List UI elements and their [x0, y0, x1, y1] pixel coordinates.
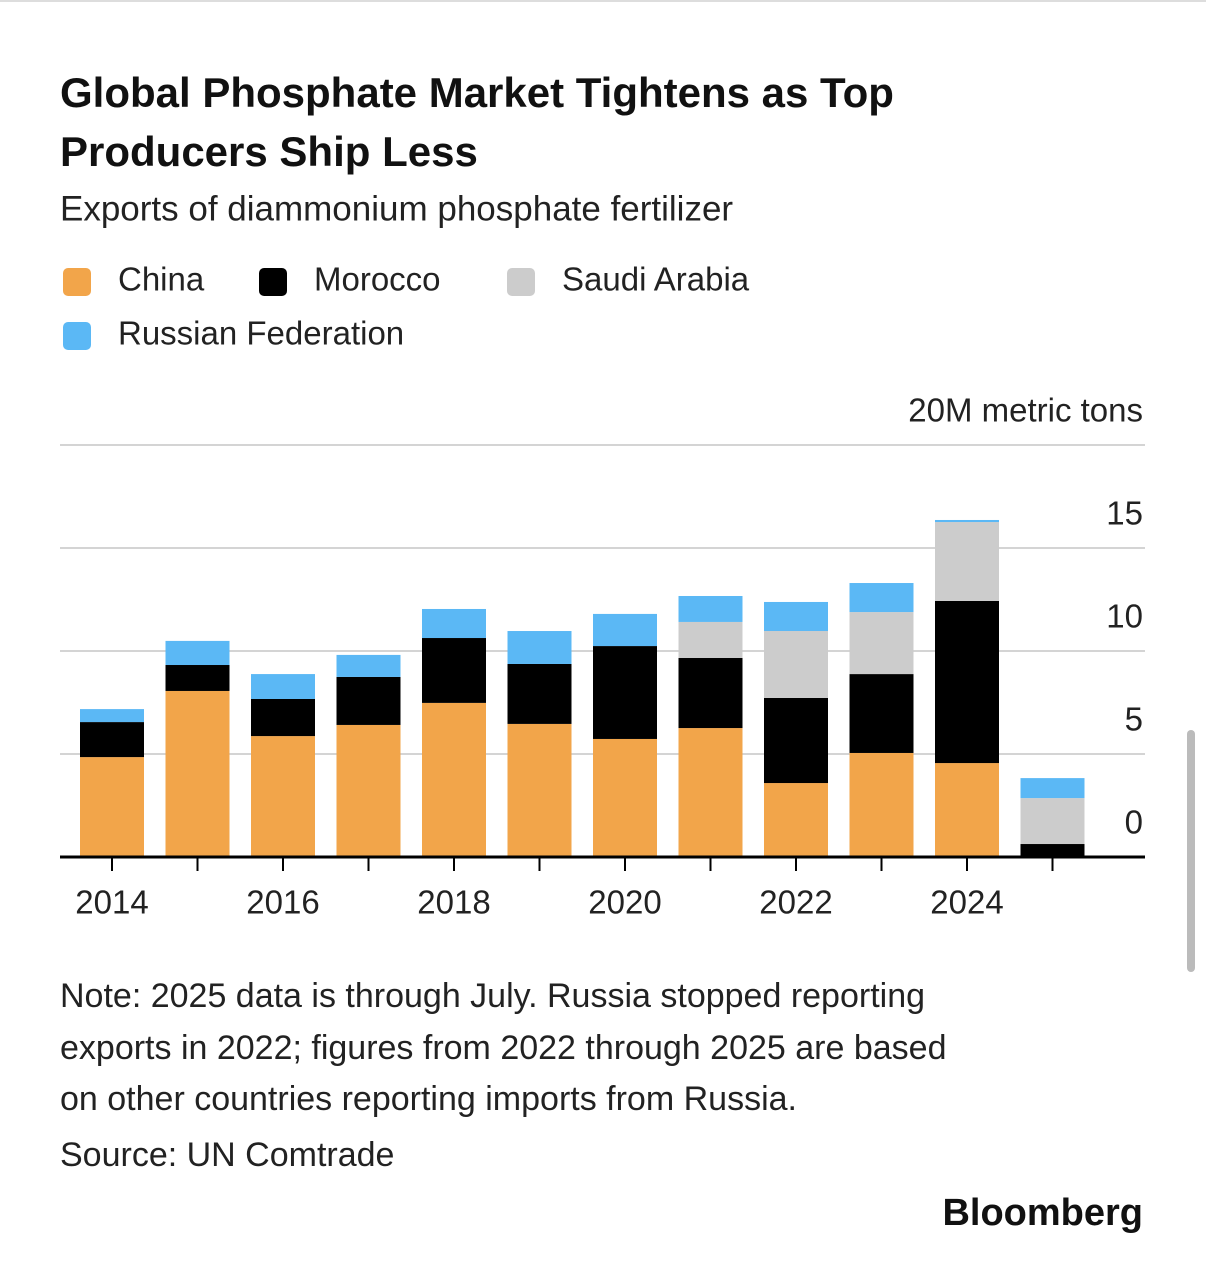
bar-segment	[80, 709, 144, 723]
bar-segment	[80, 722, 144, 758]
legend-swatch	[63, 268, 91, 296]
bar-segment	[678, 728, 743, 857]
scrollbar	[1187, 730, 1195, 972]
legend-swatch	[259, 268, 287, 296]
chart-title: Global Phosphate Market Tightens as Top	[60, 69, 894, 116]
chart-title: Producers Ship Less	[60, 128, 478, 175]
bar-segment	[849, 674, 914, 753]
legend-swatch	[63, 322, 91, 350]
bar-segment	[507, 663, 572, 724]
bar-segment	[764, 697, 828, 784]
legend-swatch	[507, 268, 535, 296]
bar-segment	[336, 724, 401, 857]
bar-segment	[507, 631, 572, 664]
bar-segment	[251, 674, 315, 699]
bar-segment	[935, 522, 999, 601]
x-tick-label: 2016	[246, 884, 319, 921]
brand: Bloomberg	[942, 1192, 1143, 1234]
bar-segment	[935, 600, 999, 764]
x-tick-label: 2018	[417, 884, 490, 921]
bar-segment	[593, 738, 657, 857]
x-tick-label: 2024	[930, 884, 1003, 921]
bar-segment	[678, 658, 743, 729]
bar-segment	[935, 519, 999, 523]
bar-segment	[593, 613, 657, 647]
bar-segment	[1020, 798, 1085, 845]
bar-segment	[165, 640, 230, 666]
bar-segment	[336, 676, 401, 725]
bar-segment	[80, 757, 144, 857]
bar-segment	[593, 646, 657, 739]
bar-segment	[251, 698, 315, 737]
y-tick-label: 0	[1125, 804, 1143, 841]
y-tick-label: 5	[1125, 701, 1143, 738]
bar-segment	[422, 608, 486, 639]
bar-segment	[849, 583, 914, 613]
y-tick-label: 20M metric tons	[908, 392, 1143, 429]
source: Source: UN Comtrade	[60, 1136, 394, 1174]
bar-segment	[165, 690, 230, 857]
bar-segment	[336, 654, 401, 677]
note: on other countries reporting imports fro…	[60, 1080, 797, 1118]
bar-segment	[422, 638, 486, 703]
bar-segment	[849, 752, 914, 857]
bar-segment	[251, 736, 315, 857]
bar-segment	[678, 595, 743, 622]
bar-segment	[764, 601, 828, 632]
y-tick-label: 15	[1106, 495, 1143, 532]
x-tick-label: 2014	[75, 884, 148, 921]
bar-segment	[849, 612, 914, 675]
bar-segment	[678, 621, 743, 659]
chart-subtitle: Exports of diammonium phosphate fertiliz…	[60, 189, 733, 228]
bar-segment	[935, 763, 999, 857]
note: exports in 2022; figures from 2022 throu…	[60, 1029, 946, 1067]
bar-segment	[165, 665, 230, 691]
bar-segment	[422, 702, 486, 857]
bar-segment	[764, 631, 828, 698]
bar-segment	[507, 723, 572, 857]
bar-segment	[1020, 844, 1085, 857]
legend-label: Saudi Arabia	[562, 261, 750, 298]
bar-segment	[764, 783, 828, 857]
note: Note: 2025 data is through July. Russia …	[60, 977, 925, 1015]
y-tick-label: 10	[1106, 598, 1143, 635]
bar-segment	[1020, 778, 1085, 799]
legend-label: Morocco	[314, 261, 441, 298]
x-tick-label: 2020	[588, 884, 661, 921]
legend-label: China	[118, 261, 205, 298]
x-tick-label: 2022	[759, 884, 832, 921]
legend-label: Russian Federation	[118, 315, 404, 352]
